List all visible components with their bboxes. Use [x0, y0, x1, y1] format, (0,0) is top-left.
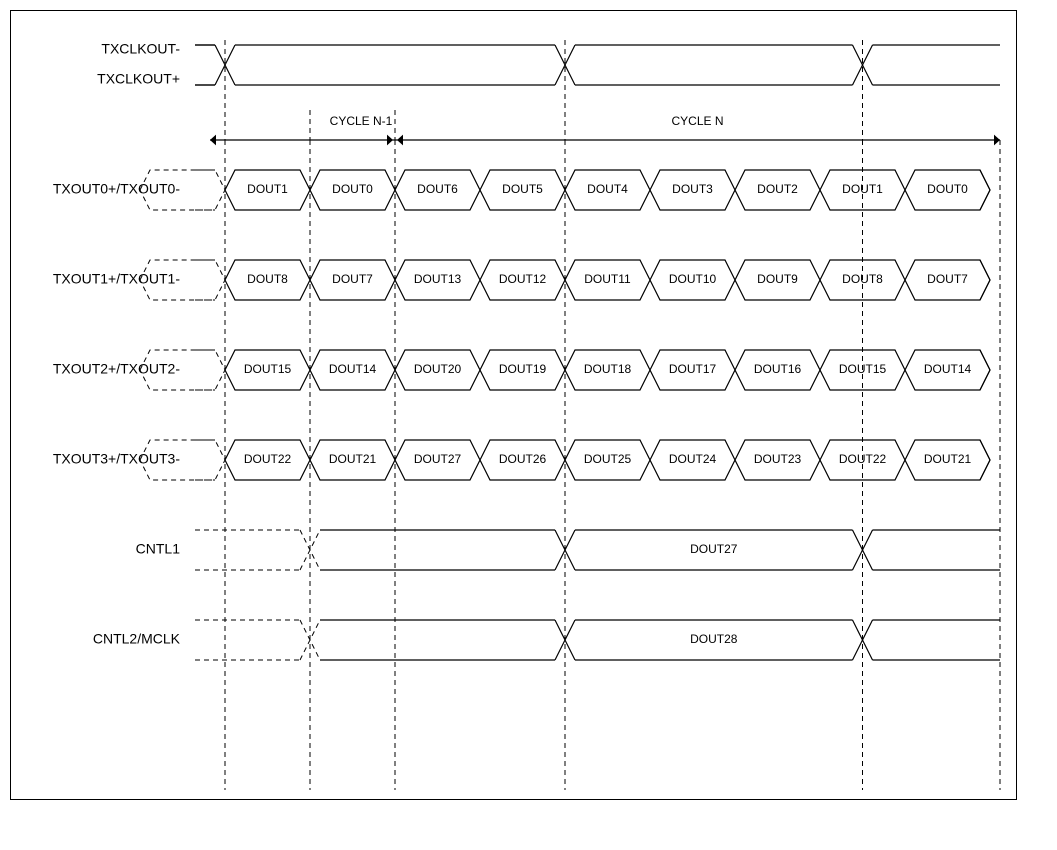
outer-border [10, 10, 1017, 800]
timing-diagram-frame: TXCLKOUT-TXCLKOUT+CYCLE N-1CYCLE NTXOUT0… [0, 0, 1057, 850]
